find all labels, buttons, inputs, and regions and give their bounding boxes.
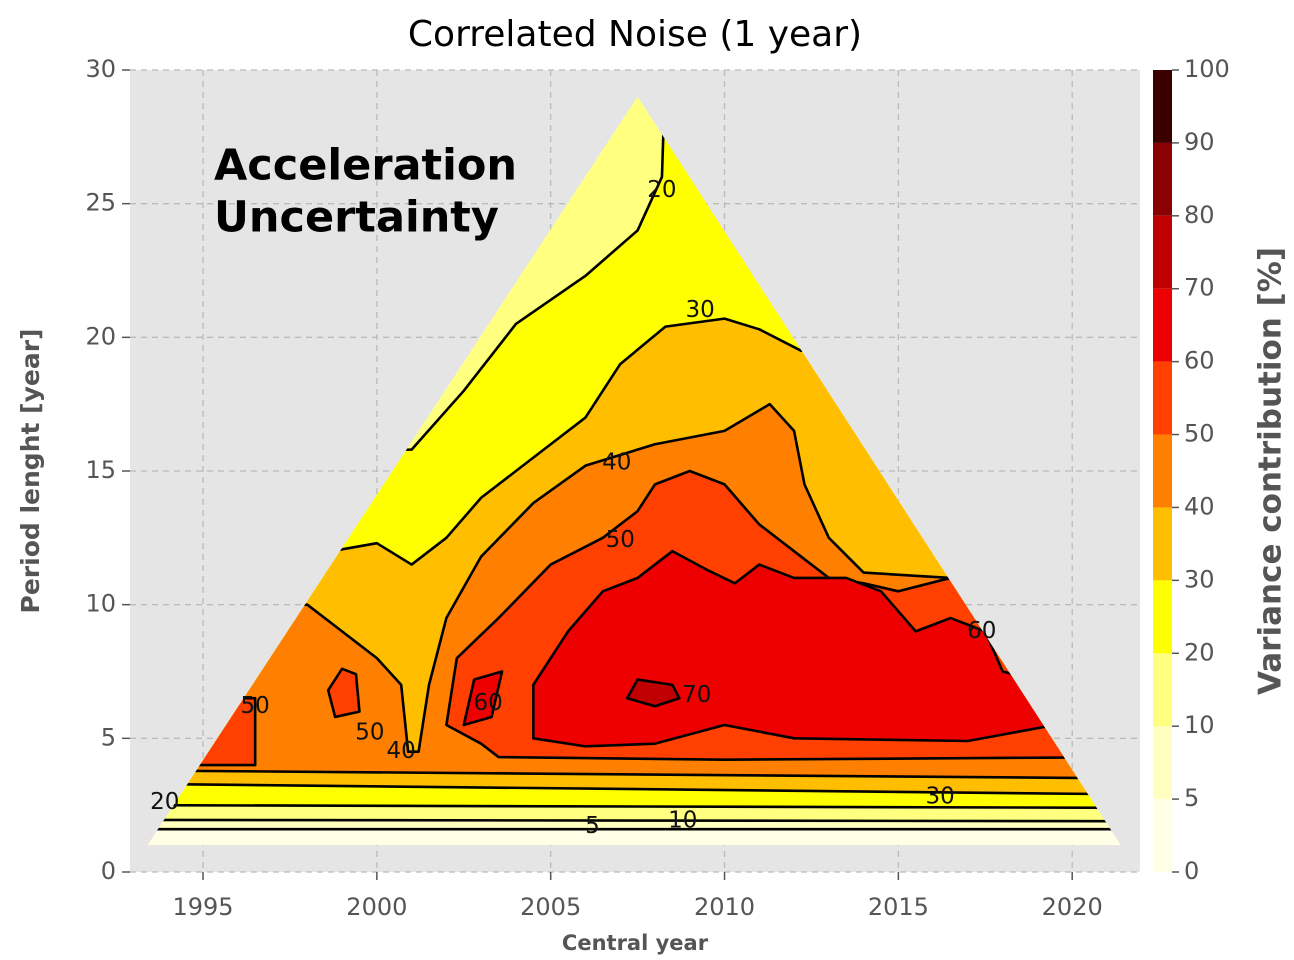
colorbar-tick-label: 100 <box>1184 55 1230 83</box>
contour-label: 60 <box>473 690 502 716</box>
colorbar-segment <box>1153 434 1172 508</box>
contour-label: 50 <box>241 693 270 719</box>
contour-label: 50 <box>606 527 635 553</box>
annotation: Uncertainty <box>214 193 499 243</box>
x-tick-label: 2015 <box>868 893 929 921</box>
colorbar-segment <box>1153 288 1172 362</box>
y-tick-label: 30 <box>85 55 116 83</box>
x-axis-label: Central year <box>562 931 709 955</box>
colorbar-tick-label: 40 <box>1184 492 1215 520</box>
foreground: 1995 2000 2005 2010 2015 20200510152025302030… <box>85 55 1229 921</box>
colorbar-segment <box>1153 215 1172 289</box>
y-axis-label: Period lenght [year] <box>16 329 45 614</box>
contour-label: 40 <box>602 449 631 475</box>
colorbar-tick-label: 70 <box>1184 274 1215 302</box>
contour-band <box>462 670 504 727</box>
contour-band <box>625 678 681 708</box>
colorbar-segment <box>1153 799 1172 872</box>
colorbar-tick-label: 80 <box>1184 201 1215 229</box>
y-tick-label: 20 <box>85 322 116 350</box>
contour-band <box>326 667 361 719</box>
colorbar-segment <box>1153 142 1172 216</box>
x-tick-label: 2000 <box>346 893 407 921</box>
contour-label: 60 <box>967 618 996 644</box>
colorbar-segment <box>1153 726 1172 800</box>
y-tick-label: 5 <box>101 723 116 751</box>
colorbar-tick-label: 90 <box>1184 128 1215 156</box>
colorbar-tick-label: 60 <box>1184 347 1215 375</box>
y-tick-label: 15 <box>85 456 116 484</box>
colorbar-segment <box>1153 653 1172 727</box>
contour-band <box>532 549 1121 748</box>
colorbar-tick-label: 30 <box>1184 565 1215 593</box>
contour-label: 5 <box>585 813 600 839</box>
annotation: Acceleration <box>214 141 517 191</box>
contour-label: 40 <box>387 738 416 764</box>
x-tick-label: 2005 <box>520 893 581 921</box>
contour-label: 50 <box>355 719 384 745</box>
colorbar-tick-label: 5 <box>1184 784 1199 812</box>
colorbar-tick-label: 50 <box>1184 420 1215 448</box>
colorbar-tick-label: 10 <box>1184 711 1215 739</box>
colorbar-segment <box>1153 361 1172 435</box>
x-tick-label: 1995 <box>172 893 233 921</box>
y-tick-label: 10 <box>85 590 116 618</box>
colorbar-tick-label: 0 <box>1184 857 1199 885</box>
colorbar-segment <box>1153 507 1172 581</box>
chart-title: Correlated Noise (1 year) <box>408 14 862 55</box>
contour-label: 30 <box>925 784 954 810</box>
contour-label: 70 <box>682 682 711 708</box>
contour-label: 30 <box>686 297 715 323</box>
y-tick-label: 25 <box>85 189 116 217</box>
x-tick-label: 2020 <box>1042 893 1103 921</box>
colorbar-label: Variance contribution [%] <box>1253 247 1289 695</box>
colorbar-tick-label: 20 <box>1184 638 1215 666</box>
contour-label: 20 <box>150 789 179 815</box>
contour-label: 20 <box>647 177 676 203</box>
x-tick-label: 2010 <box>694 893 755 921</box>
y-tick-label: 0 <box>101 857 116 885</box>
contour-label: 10 <box>668 808 697 834</box>
colorbar-segment <box>1153 70 1172 143</box>
colorbar-segment <box>1153 580 1172 654</box>
